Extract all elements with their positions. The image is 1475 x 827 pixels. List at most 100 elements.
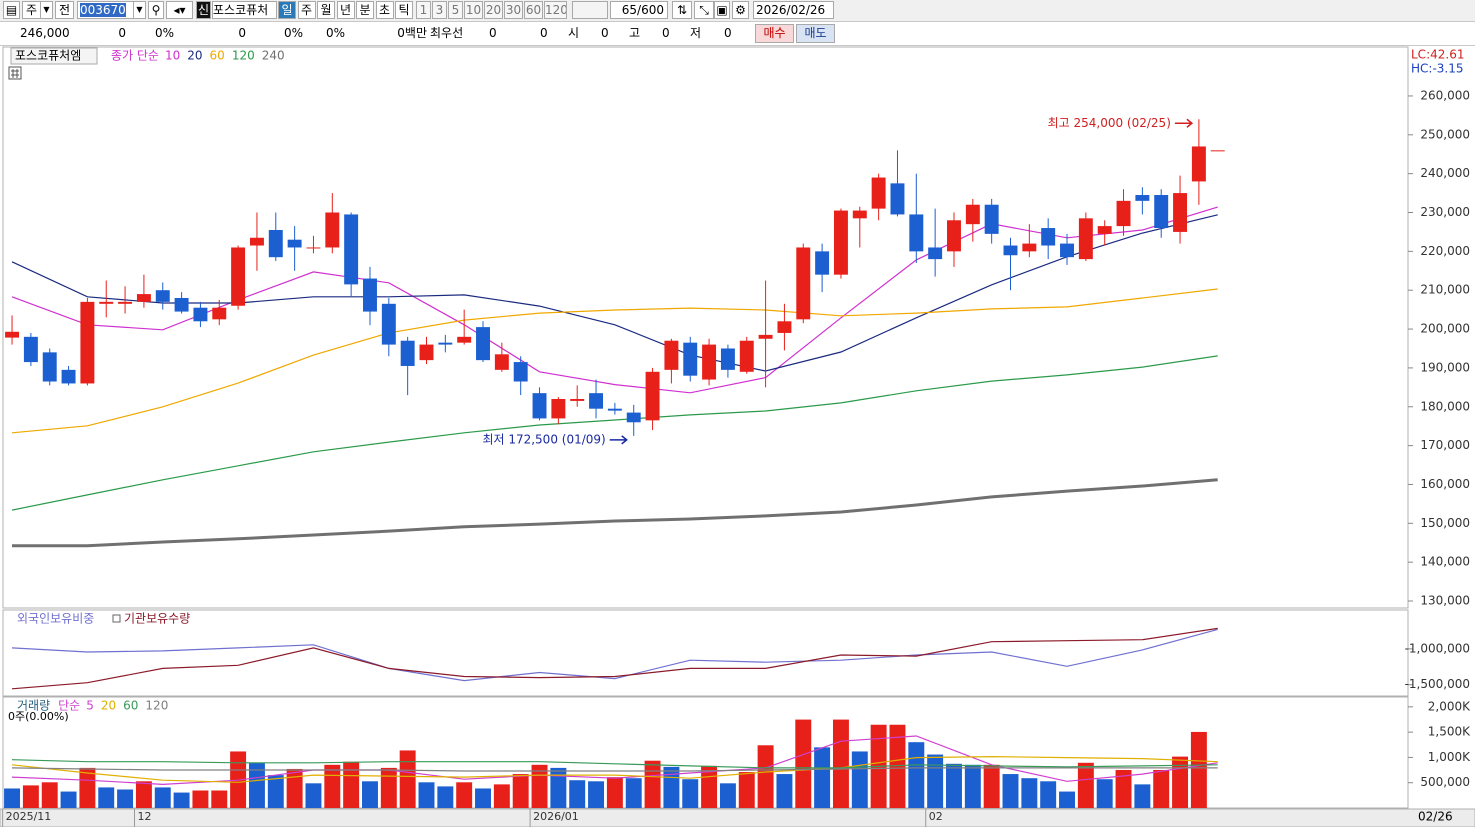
grid-icon-lines bbox=[11, 69, 19, 78]
quote-bar: 246,000 0 0% 0 0% 0% 0백만 최우선 0 0 시 0 고 0 저 0 … bbox=[0, 22, 1475, 46]
quote-cell: 0% bbox=[325, 26, 345, 40]
settings[interactable]: ⚙ bbox=[732, 1, 749, 19]
date[interactable]: 2026/02/26 bbox=[753, 1, 834, 19]
period-button[interactable]: 초 bbox=[375, 1, 394, 19]
candle-body bbox=[1097, 226, 1112, 234]
candle-body bbox=[476, 327, 490, 361]
menu-icon[interactable]: ▤ bbox=[3, 1, 20, 19]
high: 0 bbox=[662, 26, 670, 40]
search[interactable]: ⚲ bbox=[148, 1, 164, 19]
volume-bar bbox=[475, 788, 491, 808]
candle-body bbox=[947, 220, 961, 252]
y-tick-label: -1,000,000 bbox=[1405, 641, 1470, 655]
candle-body bbox=[815, 251, 830, 275]
period-button[interactable]: 분 bbox=[356, 1, 374, 19]
code-input[interactable]: 003670 bbox=[77, 1, 134, 19]
legend-entry: 20 bbox=[101, 699, 116, 713]
candle-body bbox=[852, 210, 867, 219]
grid-icon[interactable] bbox=[8, 66, 22, 80]
candle-body bbox=[683, 342, 698, 376]
interval-button[interactable]: 120 bbox=[544, 1, 567, 19]
legend-label: 종가 단순 bbox=[111, 49, 159, 63]
volume-bar bbox=[1021, 778, 1038, 808]
series-line bbox=[11, 214, 1218, 372]
candle-body bbox=[325, 212, 340, 248]
count: 65/600 bbox=[610, 1, 668, 19]
candle-body bbox=[664, 340, 679, 370]
combo[interactable] bbox=[572, 1, 608, 19]
volume-bar bbox=[22, 785, 39, 808]
volume-bar bbox=[117, 789, 134, 808]
volume-bar bbox=[550, 767, 567, 808]
series-line bbox=[11, 759, 1218, 769]
volume-bar bbox=[757, 745, 774, 808]
prev[interactable]: 전 bbox=[55, 1, 74, 19]
price: 246,000 bbox=[20, 26, 70, 40]
volume-bar bbox=[135, 781, 152, 808]
dropdown[interactable]: ▼ bbox=[40, 1, 53, 19]
icon[interactable]: ⇅ bbox=[672, 1, 692, 19]
volume-bar bbox=[719, 783, 736, 808]
volume-bar bbox=[4, 788, 21, 808]
candle-body bbox=[1022, 243, 1037, 252]
candle-body bbox=[231, 247, 246, 306]
sound[interactable]: ◂▾ bbox=[166, 1, 193, 19]
candle-body bbox=[1191, 146, 1206, 182]
volume-bar bbox=[946, 763, 962, 808]
interval-button[interactable]: 5 bbox=[448, 1, 463, 19]
candle-body bbox=[965, 204, 980, 225]
annotation: 최저 172,500 (01/09) bbox=[482, 432, 605, 446]
candle-body bbox=[457, 336, 472, 343]
interval-button[interactable]: 20 bbox=[484, 1, 503, 19]
y-tick-label: 1,000K bbox=[1428, 750, 1471, 764]
candle-body bbox=[909, 214, 924, 252]
interval-button[interactable]: 3 bbox=[432, 1, 447, 19]
low: 0 bbox=[724, 26, 732, 40]
x-tick-label: 2025/11 bbox=[6, 810, 52, 823]
interval-button[interactable]: 10 bbox=[464, 1, 483, 19]
interval-button[interactable]: 1 bbox=[416, 1, 431, 19]
icon[interactable]: ▣ bbox=[714, 1, 730, 19]
title-box bbox=[10, 47, 98, 65]
period-button[interactable]: 년 bbox=[336, 1, 355, 19]
candle-body bbox=[589, 393, 604, 409]
legend-entry: 240 bbox=[262, 49, 285, 63]
candle-body bbox=[118, 301, 133, 304]
best: 최우선 bbox=[430, 26, 464, 40]
candle-body bbox=[513, 362, 528, 382]
sell-button[interactable]: 매도 bbox=[796, 24, 835, 43]
volume-bar bbox=[927, 754, 944, 808]
quote-cell: 0% bbox=[283, 26, 303, 40]
candle-body bbox=[494, 354, 509, 370]
candle-body bbox=[1154, 195, 1169, 229]
volume-bar bbox=[493, 784, 510, 808]
series-line bbox=[11, 355, 1218, 511]
candle-body bbox=[739, 340, 754, 372]
candle-body bbox=[871, 177, 886, 209]
candle-body bbox=[1041, 228, 1056, 246]
volume-bar bbox=[79, 767, 96, 808]
period-button[interactable]: 일 bbox=[278, 1, 296, 19]
candle-body bbox=[532, 393, 547, 419]
candle-body bbox=[890, 183, 905, 215]
icon[interactable]: ⤡ bbox=[694, 1, 714, 19]
candle-body bbox=[363, 278, 377, 312]
interval-button[interactable]: 30 bbox=[504, 1, 523, 19]
period-button[interactable]: 주 bbox=[297, 1, 316, 19]
y-tick-label: 2,000K bbox=[1428, 699, 1471, 713]
period-button[interactable]: 틱 bbox=[395, 1, 413, 19]
period-button[interactable]: 월 bbox=[317, 1, 335, 19]
y-tick-label: 500,000 bbox=[1420, 775, 1470, 789]
y-tick-label: 230,000 bbox=[1420, 205, 1470, 219]
volume-bar bbox=[1059, 791, 1075, 808]
market[interactable]: 주 bbox=[22, 1, 41, 19]
interval-button[interactable]: 60 bbox=[524, 1, 543, 19]
volume-bar bbox=[154, 787, 171, 808]
hc-label: HC:-3.15 bbox=[1411, 62, 1464, 76]
volume-bar bbox=[418, 782, 435, 808]
volume-bar bbox=[98, 787, 115, 808]
y-tick-label: 170,000 bbox=[1420, 438, 1470, 452]
buy-button[interactable]: 매수 bbox=[755, 24, 794, 43]
dropdown[interactable]: ▼ bbox=[133, 1, 146, 19]
